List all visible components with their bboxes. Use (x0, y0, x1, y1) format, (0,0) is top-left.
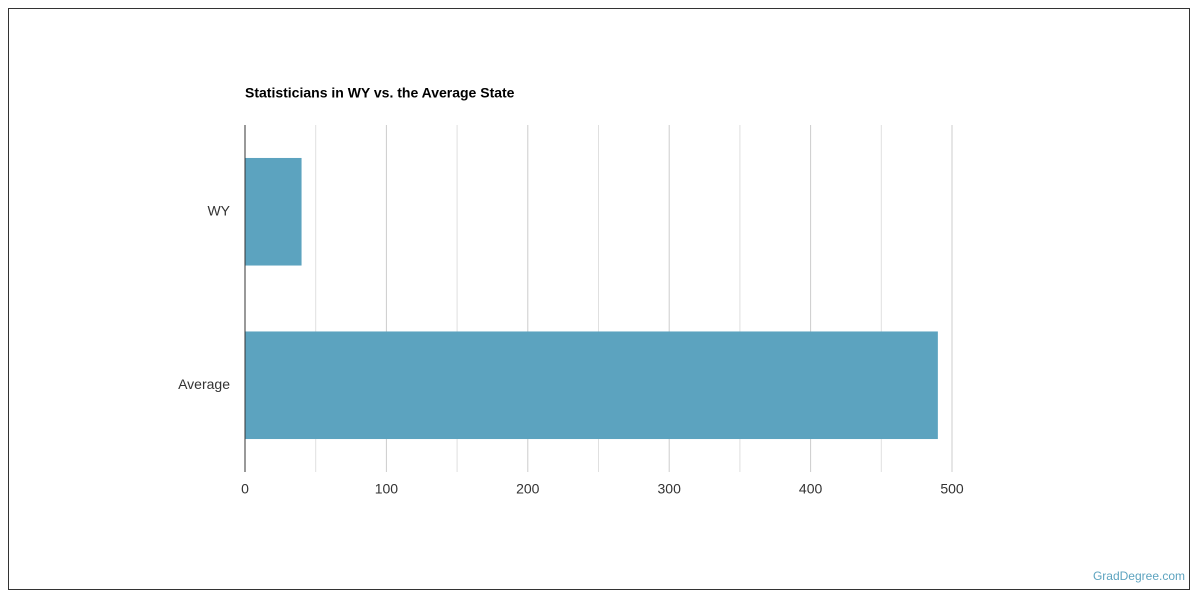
bar (245, 157, 302, 266)
y-tick-label: WY (207, 202, 230, 218)
x-tick-label: 100 (375, 481, 399, 497)
x-tick-label: 0 (241, 481, 249, 497)
x-tick-label: 400 (799, 481, 823, 497)
chart-title: Statisticians in WY vs. the Average Stat… (245, 85, 515, 101)
x-tick-label: 300 (658, 481, 682, 497)
x-tick-label: 500 (940, 481, 964, 497)
x-tick-label: 200 (516, 481, 540, 497)
y-tick-label: Average (178, 376, 230, 392)
watermark: GradDegree.com (1093, 569, 1185, 583)
bar (245, 331, 938, 440)
